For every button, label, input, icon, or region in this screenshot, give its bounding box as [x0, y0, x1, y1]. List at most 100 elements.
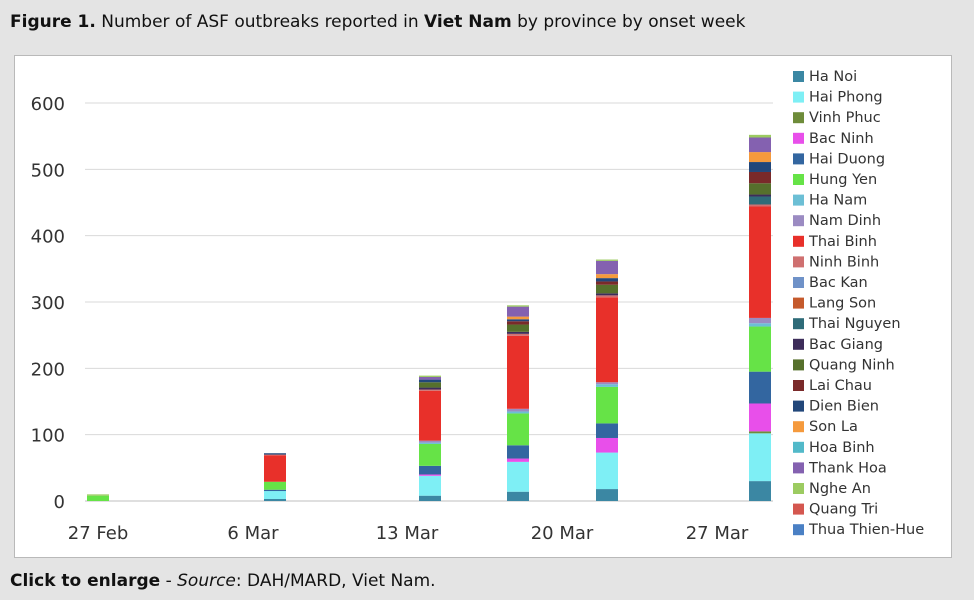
legend-swatch	[793, 194, 804, 206]
legend-label: Son La	[809, 419, 858, 435]
legend-swatch	[793, 380, 804, 391]
figure-caption: Figure 1. Number of ASF outbreaks report…	[10, 10, 745, 34]
legend-label: Hung Yen	[809, 172, 877, 188]
bar-segment	[419, 387, 441, 390]
legend-swatch	[793, 235, 804, 247]
x-tick-label: 20 Mar	[531, 523, 594, 544]
bar-segment	[596, 489, 618, 501]
bar-segment	[596, 386, 618, 424]
bar-segment	[749, 433, 771, 482]
legend-swatch	[793, 441, 804, 453]
bar-segment	[749, 206, 771, 318]
bar-segment	[749, 323, 771, 327]
bar-segment	[87, 495, 109, 501]
bar-segment	[596, 274, 618, 279]
bar-segment	[596, 382, 618, 385]
bar-segment	[749, 152, 771, 163]
legend-swatch	[793, 462, 804, 474]
bar-segment	[264, 454, 286, 456]
bar-segment	[507, 316, 529, 320]
bar-segment	[264, 489, 286, 492]
bar-segment	[507, 445, 529, 459]
legend-label: Nghe An	[809, 481, 871, 497]
bar-segment	[749, 403, 771, 432]
x-tick-label: 27 Feb	[68, 523, 129, 544]
bar-segment	[507, 491, 529, 501]
bar-segment	[507, 331, 529, 334]
bar-segment	[507, 324, 529, 332]
legend-label: Quang Ninh	[809, 357, 895, 373]
y-tick-label: 500	[31, 160, 65, 181]
legend-swatch	[793, 421, 804, 433]
bar-segment	[749, 196, 771, 205]
bar-segment	[419, 465, 441, 475]
bar-segment	[749, 204, 771, 207]
chart-panel: 0 100 200 300 400 500 600 27 Feb 6 Mar 13 Mar 20 M…	[14, 55, 952, 558]
legend-label: Thua Thien-Hue	[808, 522, 924, 538]
footer-separator: -	[160, 571, 178, 591]
bar-segment	[749, 431, 771, 434]
bar-segment	[419, 443, 441, 466]
x-tick-label: 6 Mar	[227, 523, 279, 544]
legend-swatch	[793, 256, 804, 268]
bar-segment	[507, 458, 529, 462]
legend-label: Hai Duong	[809, 151, 885, 167]
figure-label: Figure 1.	[10, 12, 96, 32]
bar-segment	[507, 411, 529, 414]
bar-segment	[749, 194, 771, 197]
bar-segment	[264, 455, 286, 482]
caption-text-end: by province by onset week	[511, 12, 746, 32]
legend-label: Bac Giang	[809, 337, 883, 353]
legend-swatch	[793, 524, 804, 536]
caption-country: Viet Nam	[424, 12, 512, 32]
bar-segment	[596, 384, 618, 387]
legend-swatch	[793, 277, 804, 288]
legend-swatch	[793, 503, 804, 515]
legend-swatch	[793, 91, 804, 103]
legend-swatch	[793, 338, 804, 350]
bar-segment	[419, 390, 441, 441]
bar-segment	[419, 375, 441, 377]
bar-segment	[419, 379, 441, 383]
legend-label: Bac Ninh	[809, 131, 874, 147]
legend-label: Lang Son	[809, 296, 876, 312]
bar-segment	[507, 413, 529, 446]
x-tick-label: 13 Mar	[376, 523, 439, 544]
bar-segment	[749, 317, 771, 324]
legend-swatch	[793, 132, 804, 144]
bar-segment	[749, 183, 771, 195]
y-tick-label: 600	[31, 94, 65, 115]
bar-segment	[419, 442, 441, 444]
legend-label: Thai Nguyen	[808, 316, 901, 332]
legend-swatch	[793, 153, 804, 165]
bar-segment	[507, 321, 529, 325]
bar-segment	[419, 382, 441, 388]
legend-label: Lai Chau	[809, 378, 872, 394]
bar-segment	[596, 278, 618, 282]
source-label: Source	[177, 571, 236, 591]
bar-segment	[87, 494, 109, 496]
legend-label: Ninh Binh	[809, 254, 879, 270]
legend-label: Dien Bien	[809, 399, 879, 415]
bar-segment	[507, 305, 529, 307]
legend-label: Ha Nam	[809, 193, 867, 209]
legend-label: Quang Tri	[809, 502, 878, 518]
bar-segment	[596, 284, 618, 294]
enlarge-link[interactable]: Click to enlarge	[10, 571, 161, 591]
bar-segment	[749, 481, 771, 501]
legend-label: Bac Kan	[809, 275, 868, 291]
bar-segment	[264, 481, 286, 490]
bar-segment	[507, 335, 529, 409]
bar-segment	[507, 306, 529, 317]
legend-label: Thai Binh	[808, 234, 877, 250]
x-tick-label: 27 Mar	[686, 523, 749, 544]
bar-segment	[596, 293, 618, 296]
legend-swatch	[793, 483, 804, 494]
bar-segment	[596, 297, 618, 383]
legend-label: Nam Dinh	[809, 213, 881, 229]
legend-label: Vinh Phuc	[809, 110, 881, 126]
bar-segment	[749, 371, 771, 404]
source-text: : DAH/MARD, Viet Nam.	[235, 571, 436, 591]
legend-swatch	[793, 112, 804, 124]
bar-segment	[749, 134, 771, 138]
